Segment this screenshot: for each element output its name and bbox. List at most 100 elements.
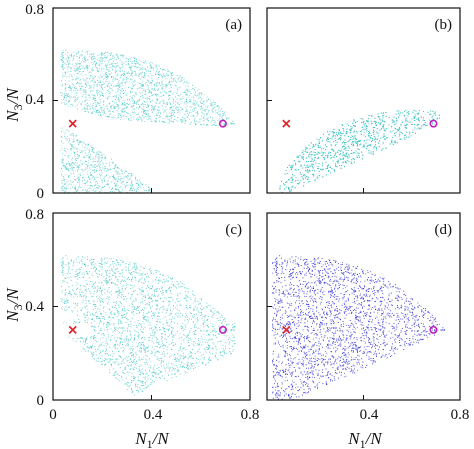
data-point (116, 167, 118, 168)
data-point (110, 53, 112, 55)
data-point (78, 101, 80, 103)
data-point (88, 95, 90, 97)
data-point (76, 63, 78, 65)
data-point (163, 69, 165, 70)
data-point (93, 147, 95, 149)
data-point (129, 81, 130, 83)
data-point (62, 52, 63, 54)
data-point (212, 123, 214, 125)
data-point (121, 186, 123, 188)
data-point (175, 101, 177, 103)
data-point (85, 79, 87, 81)
data-point (167, 83, 169, 85)
data-point (101, 159, 102, 161)
data-point (82, 170, 84, 172)
data-point (77, 51, 79, 53)
data-point (112, 89, 114, 91)
data-point (151, 121, 153, 122)
data-point (84, 80, 86, 82)
data-point (102, 182, 103, 184)
data-point (118, 190, 120, 192)
data-point (106, 75, 108, 77)
data-point (91, 190, 93, 192)
data-point (65, 64, 67, 65)
data-point (105, 175, 107, 177)
data-point (116, 189, 118, 190)
data-point (75, 88, 76, 89)
data-point (151, 105, 152, 106)
data-point (130, 86, 132, 88)
data-point (136, 67, 138, 69)
data-point (73, 170, 75, 172)
data-point (89, 187, 91, 188)
data-point (87, 108, 88, 110)
data-point (114, 78, 116, 80)
data-point (114, 79, 116, 81)
data-point (128, 184, 130, 186)
data-point (65, 80, 67, 81)
data-point (95, 156, 97, 158)
data-point (125, 61, 127, 62)
data-point (104, 156, 106, 158)
data-point (91, 106, 93, 108)
data-point (79, 64, 81, 65)
data-point (103, 95, 104, 97)
data-point (143, 100, 145, 101)
data-point (131, 182, 133, 184)
data-point (181, 121, 182, 123)
data-point (61, 140, 62, 142)
data-point (118, 84, 120, 86)
data-point (183, 78, 185, 80)
data-point (96, 110, 97, 111)
data-point (121, 74, 122, 76)
data-point (120, 191, 122, 193)
data-point (113, 177, 115, 179)
data-point (154, 90, 156, 91)
data-point (131, 63, 133, 64)
data-point (100, 85, 102, 87)
data-point (65, 190, 67, 192)
data-point (132, 73, 134, 74)
data-point (76, 108, 78, 110)
data-point (84, 59, 86, 60)
data-point (68, 63, 70, 65)
data-point (75, 54, 77, 55)
data-point (74, 151, 76, 153)
data-point (92, 103, 94, 104)
data-point (81, 55, 83, 57)
data-point (75, 65, 77, 67)
data-point (94, 160, 96, 162)
data-point (97, 94, 98, 96)
data-point (78, 173, 80, 175)
data-point (133, 71, 135, 72)
data-point (63, 96, 65, 98)
data-point (124, 103, 126, 105)
data-point (144, 110, 146, 112)
data-point (120, 92, 121, 94)
data-point (81, 61, 82, 63)
cross-marker (68, 119, 77, 128)
data-point (80, 141, 81, 142)
data-point (87, 164, 89, 166)
data-point (74, 170, 76, 172)
data-point (103, 153, 105, 155)
data-point (105, 64, 107, 66)
data-point (145, 113, 147, 115)
data-point (180, 119, 182, 121)
data-point (113, 176, 114, 178)
data-point (86, 147, 88, 149)
data-point (178, 77, 180, 79)
data-point (164, 110, 165, 112)
data-point (74, 159, 76, 161)
data-point (214, 121, 216, 123)
data-point (87, 81, 88, 83)
data-point (151, 82, 153, 84)
data-point (126, 92, 128, 94)
data-point (113, 178, 115, 180)
data-point (166, 113, 167, 115)
data-point (104, 64, 106, 66)
data-point (105, 76, 106, 78)
data-point (221, 108, 223, 110)
data-point (78, 142, 80, 144)
data-point (165, 92, 167, 93)
